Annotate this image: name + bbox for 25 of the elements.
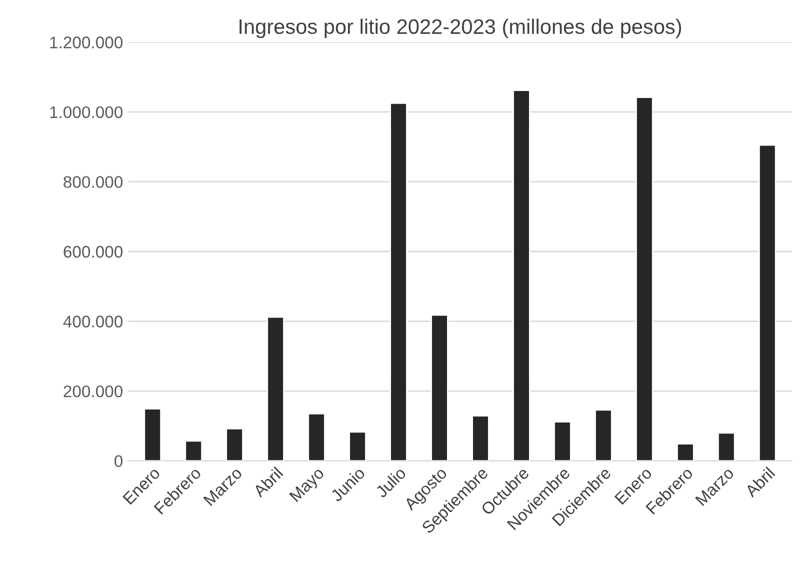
bar: [266, 316, 284, 461]
bar: [554, 421, 572, 461]
bar: [184, 440, 202, 461]
bar: [308, 413, 326, 461]
bar: [758, 144, 776, 461]
bar: [390, 102, 408, 461]
bar: [512, 90, 530, 461]
bar: [226, 428, 244, 461]
bar: [472, 415, 490, 461]
chart-title: Ingresos por litio 2022-2023 (millones de pesos): [240, 18, 682, 38]
bar: [636, 96, 654, 461]
y-tick-label: 1.000.000: [50, 106, 122, 118]
bar: [594, 409, 612, 461]
y-tick-label: 1.200.000: [50, 36, 122, 48]
bar: [430, 314, 448, 461]
bar: [348, 431, 366, 461]
bar: [676, 443, 694, 461]
bar: [144, 408, 162, 461]
y-tick-label: 200.000: [64, 385, 122, 398]
y-tick-label: 600.000: [64, 246, 122, 258]
x-tick-label: Julio: [374, 466, 407, 498]
y-tick-label: 800.000: [64, 176, 122, 188]
bar: [718, 432, 736, 461]
y-tick-label: 0: [114, 455, 122, 468]
y-tick-label: 400.000: [63, 316, 122, 328]
